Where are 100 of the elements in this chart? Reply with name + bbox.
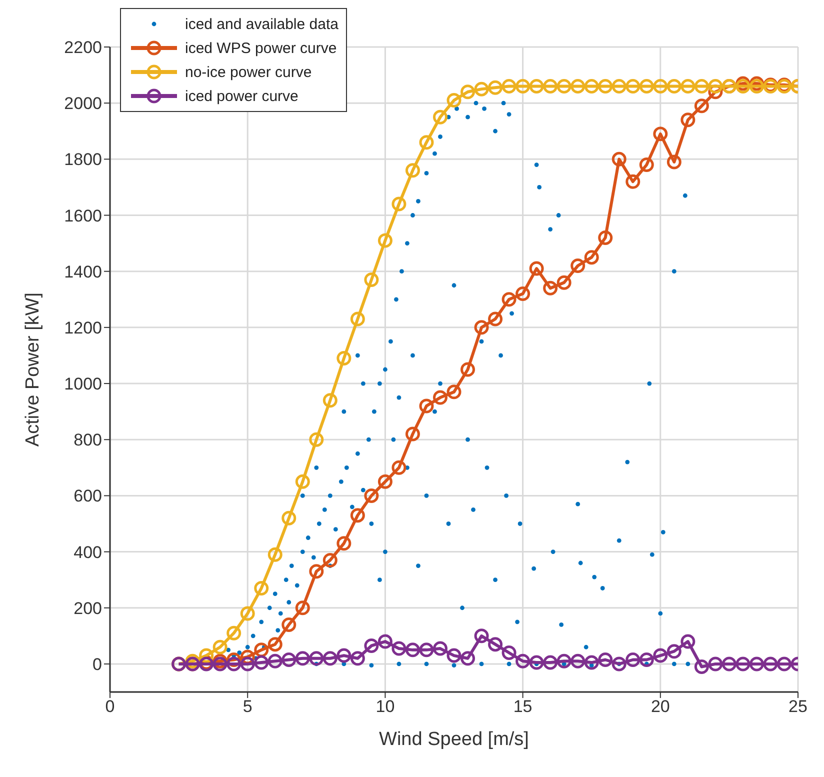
y-tick-label: 1800 <box>64 150 102 170</box>
y-tick-label: 1400 <box>64 262 102 282</box>
legend-label: no-ice power curve <box>185 64 312 80</box>
point <box>736 79 750 94</box>
point <box>612 79 626 94</box>
y-tick-label: 2200 <box>64 38 102 58</box>
point <box>598 79 613 94</box>
point <box>432 390 448 405</box>
point <box>392 196 406 212</box>
y-tick-label: 400 <box>74 542 102 562</box>
point <box>694 660 709 674</box>
point <box>612 152 626 166</box>
point <box>543 280 558 296</box>
point <box>584 655 599 670</box>
point <box>639 158 654 172</box>
point <box>295 600 310 616</box>
y-tick-label: 800 <box>74 430 102 450</box>
y-tick-label: 1000 <box>64 374 102 394</box>
point <box>570 79 586 94</box>
point <box>322 651 338 666</box>
point <box>336 351 352 366</box>
x-tick-label: 15 <box>513 697 532 716</box>
point <box>666 644 682 659</box>
point <box>626 79 640 94</box>
point <box>626 174 640 189</box>
y-tick-label: 0 <box>92 654 102 674</box>
point <box>282 652 296 667</box>
point <box>763 656 778 672</box>
point <box>282 617 296 632</box>
point <box>446 93 462 108</box>
point <box>350 651 365 666</box>
legend-label: iced power curve <box>185 88 298 104</box>
point <box>708 79 723 94</box>
point <box>516 654 530 668</box>
point <box>212 640 228 654</box>
point <box>446 384 462 400</box>
x-tick-label: 5 <box>242 697 252 716</box>
legend-label: iced WPS power curve <box>185 40 337 56</box>
point <box>680 112 696 128</box>
point <box>364 488 379 503</box>
point <box>405 426 420 442</box>
point <box>556 79 572 94</box>
point <box>474 628 489 644</box>
point <box>309 432 324 447</box>
point <box>460 84 476 100</box>
point <box>736 656 750 672</box>
point <box>626 652 640 667</box>
point <box>516 286 530 302</box>
point <box>708 656 723 672</box>
point <box>350 508 365 523</box>
point <box>639 652 654 667</box>
point <box>584 79 599 94</box>
point <box>268 637 282 652</box>
point <box>309 651 324 666</box>
point <box>488 637 503 652</box>
point <box>639 79 654 94</box>
point <box>543 655 558 670</box>
point <box>254 580 269 596</box>
point <box>680 79 696 94</box>
point <box>502 645 516 660</box>
y-tick-label: 200 <box>74 598 102 618</box>
point <box>336 648 352 663</box>
point <box>776 656 792 672</box>
point <box>378 634 392 649</box>
point <box>282 510 296 526</box>
point <box>474 82 489 96</box>
x-tick-label: 20 <box>650 697 670 716</box>
point <box>419 135 434 150</box>
point <box>488 312 503 326</box>
point <box>419 398 434 414</box>
point <box>240 606 255 621</box>
point <box>556 275 572 290</box>
point <box>392 641 406 656</box>
point <box>295 474 310 489</box>
point <box>749 79 764 94</box>
point <box>226 656 242 672</box>
point <box>336 536 352 551</box>
point <box>653 126 668 142</box>
point <box>543 79 558 94</box>
point <box>474 320 489 335</box>
point <box>240 656 255 672</box>
point <box>502 292 516 307</box>
point <box>378 474 392 489</box>
point <box>722 656 736 672</box>
point <box>502 79 516 94</box>
point <box>653 648 668 663</box>
x-tick-label: 0 <box>105 697 115 716</box>
point <box>680 634 696 649</box>
point <box>309 564 324 579</box>
point <box>432 110 448 124</box>
point <box>556 654 572 668</box>
point <box>584 250 599 265</box>
point <box>460 651 476 666</box>
point <box>405 642 420 658</box>
point <box>419 642 434 658</box>
point <box>322 393 338 408</box>
point <box>405 163 420 178</box>
point <box>694 98 709 114</box>
point <box>392 460 406 475</box>
point <box>749 656 764 672</box>
